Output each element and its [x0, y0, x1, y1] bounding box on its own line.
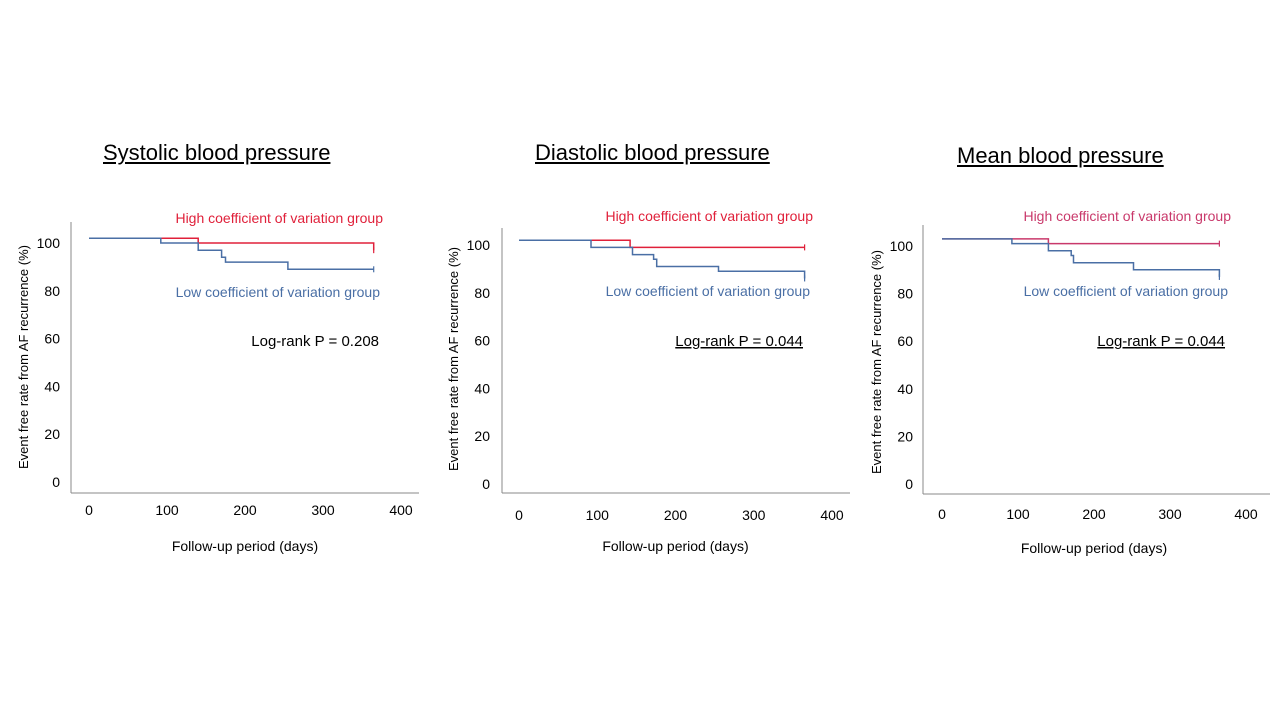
y-axis-label: Event free rate from AF recurrence (%)	[16, 245, 31, 469]
legend-high-cv: High coefficient of variation group	[175, 210, 383, 226]
legend-low-cv: Low coefficient of variation group	[176, 284, 381, 300]
legend-high-cv: High coefficient of variation group	[1023, 208, 1231, 224]
chart-plot: 0 20 40 60 80 100 0 100 200 300 400 Follow-up perio…	[869, 208, 1270, 556]
y-tick-label: 0	[482, 476, 490, 492]
y-axis-label: Event free rate from AF recurrence (%)	[869, 250, 884, 474]
x-tick-label: 400	[820, 507, 844, 523]
x-tick-label: 100	[1006, 506, 1030, 522]
y-tick-label: 100	[37, 235, 61, 251]
x-tick-label: 400	[1234, 506, 1258, 522]
high-cv-survival-line	[89, 237, 375, 251]
chart-panel-mean: Mean blood pressure 0 20 40 60 80 100 0 100 200 3…	[852, 0, 1278, 720]
y-tick-label: 80	[897, 286, 913, 302]
low-cv-survival-line	[519, 239, 806, 279]
x-tick-label: 200	[233, 502, 257, 518]
high-cv-survival-line	[519, 239, 805, 249]
x-tick-label: 200	[664, 507, 688, 523]
y-axis-label: Event free rate from AF recurrence (%)	[446, 247, 461, 471]
legend-high-cv: High coefficient of variation group	[605, 208, 813, 224]
x-tick-label: 0	[85, 502, 93, 518]
x-tick-label: 300	[1158, 506, 1182, 522]
log-rank-annotation: Log-rank P = 0.044	[1097, 333, 1225, 350]
y-tick-label: 40	[44, 378, 60, 394]
y-tick-label: 0	[52, 474, 60, 490]
y-tick-label: 20	[44, 426, 60, 442]
y-tick-label: 40	[897, 381, 913, 397]
log-rank-annotation: Log-rank P = 0.044	[675, 333, 803, 350]
y-tick-label: 80	[474, 285, 490, 301]
x-tick-label: 300	[311, 502, 335, 518]
y-tick-label: 60	[474, 333, 490, 349]
x-tick-label: 100	[155, 502, 179, 518]
y-tick-label: 20	[897, 428, 913, 444]
y-tick-label: 100	[467, 237, 491, 253]
x-tick-label: 0	[938, 506, 946, 522]
x-tick-label: 400	[389, 502, 413, 518]
chart-panel-systolic: Systolic blood pressure 0 20 40 60 80 100 0 100…	[0, 0, 426, 720]
log-rank-annotation: Log-rank P = 0.208	[251, 333, 379, 350]
low-cv-survival-line	[89, 237, 374, 271]
y-tick-label: 40	[474, 380, 490, 396]
x-axis-label: Follow-up period (days)	[1021, 540, 1167, 556]
y-tick-label: 100	[890, 238, 914, 254]
y-tick-label: 80	[44, 283, 60, 299]
x-tick-label: 300	[742, 507, 766, 523]
x-tick-label: 100	[586, 507, 610, 523]
y-tick-label: 60	[44, 331, 60, 347]
chart-title: Diastolic blood pressure	[535, 140, 770, 165]
y-tick-label: 20	[474, 428, 490, 444]
chart-plot: 0 20 40 60 80 100 0 100 200 300 400 Follow-up perio…	[16, 210, 419, 554]
x-axis-label: Follow-up period (days)	[172, 538, 318, 554]
x-tick-label: 0	[515, 507, 523, 523]
x-tick-label: 200	[1082, 506, 1106, 522]
y-tick-label: 0	[905, 476, 913, 492]
legend-low-cv: Low coefficient of variation group	[1024, 283, 1229, 299]
chart-title: Systolic blood pressure	[103, 140, 331, 165]
chart-panel-diastolic: Diastolic blood pressure 0 20 40 60 80 100 0 10…	[426, 0, 852, 720]
x-axis-label: Follow-up period (days)	[602, 538, 748, 554]
y-tick-label: 60	[897, 333, 913, 349]
low-cv-survival-line	[942, 238, 1221, 277]
chart-plot: 0 20 40 60 80 100 0 100 200 300 400 Follow-up perio…	[446, 208, 850, 554]
legend-low-cv: Low coefficient of variation group	[606, 283, 811, 299]
chart-title: Mean blood pressure	[957, 143, 1164, 168]
